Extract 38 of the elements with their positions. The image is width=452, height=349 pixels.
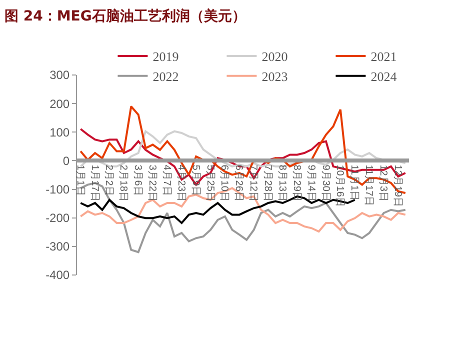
legend-label: 2021 <box>370 49 397 64</box>
x-tick-label: 7月12日 <box>248 164 259 202</box>
legend-label: 2020 <box>262 49 288 64</box>
x-tick-label: 9月14日 <box>305 164 316 202</box>
x-tick-label: 6月10日 <box>218 164 230 202</box>
x-tick-label: 11月17日 <box>363 164 374 206</box>
legend-label: 2023 <box>262 68 288 84</box>
x-tick-label: 3月22日 <box>146 164 158 202</box>
x-tick-label: 11月1日 <box>348 164 360 201</box>
x-tick-label: 9月30日 <box>320 164 331 202</box>
x-tick-label: 8月13日 <box>276 164 288 202</box>
x-tick-label: 4月23日 <box>175 164 186 202</box>
chart-title: 图 24：MEG石脑油工艺利润（美元） <box>4 7 246 24</box>
y-tick-label: 200 <box>50 96 70 111</box>
y-tick-label: 300 <box>50 68 70 82</box>
y-tick-label: 100 <box>50 125 70 140</box>
legend-label: 2019 <box>152 49 179 64</box>
x-tick-label: 5月25日 <box>204 164 216 202</box>
y-tick-label: -200 <box>46 211 70 226</box>
x-tick-label: 4月7日 <box>160 164 172 196</box>
y-tick-label: -400 <box>46 268 70 282</box>
x-tick-label: 3月6日 <box>132 164 144 196</box>
x-tick-label: 12月19日 <box>392 164 403 207</box>
y-tick-label: -100 <box>46 182 70 196</box>
x-tick-label: 1月17日 <box>88 164 100 202</box>
x-tick-label: 2月2日 <box>103 164 114 196</box>
x-tick-label: 12月3日 <box>377 164 388 202</box>
x-tick-label: 1月1日 <box>74 164 86 196</box>
x-tick-label: 5月9日 <box>190 164 201 196</box>
y-tick-label: -300 <box>46 240 70 254</box>
x-tick-label: 6月26日 <box>233 164 244 202</box>
legend-label: 2022 <box>152 68 179 84</box>
x-tick-label: 2月18日 <box>118 164 129 202</box>
legend-label: 2024 <box>370 68 398 84</box>
x-tick-label: 10月16日 <box>334 164 346 207</box>
x-tick-label: 7月28日 <box>262 164 274 202</box>
y-tick-label: 0 <box>62 154 70 168</box>
x-tick-label: 8月29日 <box>290 164 302 202</box>
